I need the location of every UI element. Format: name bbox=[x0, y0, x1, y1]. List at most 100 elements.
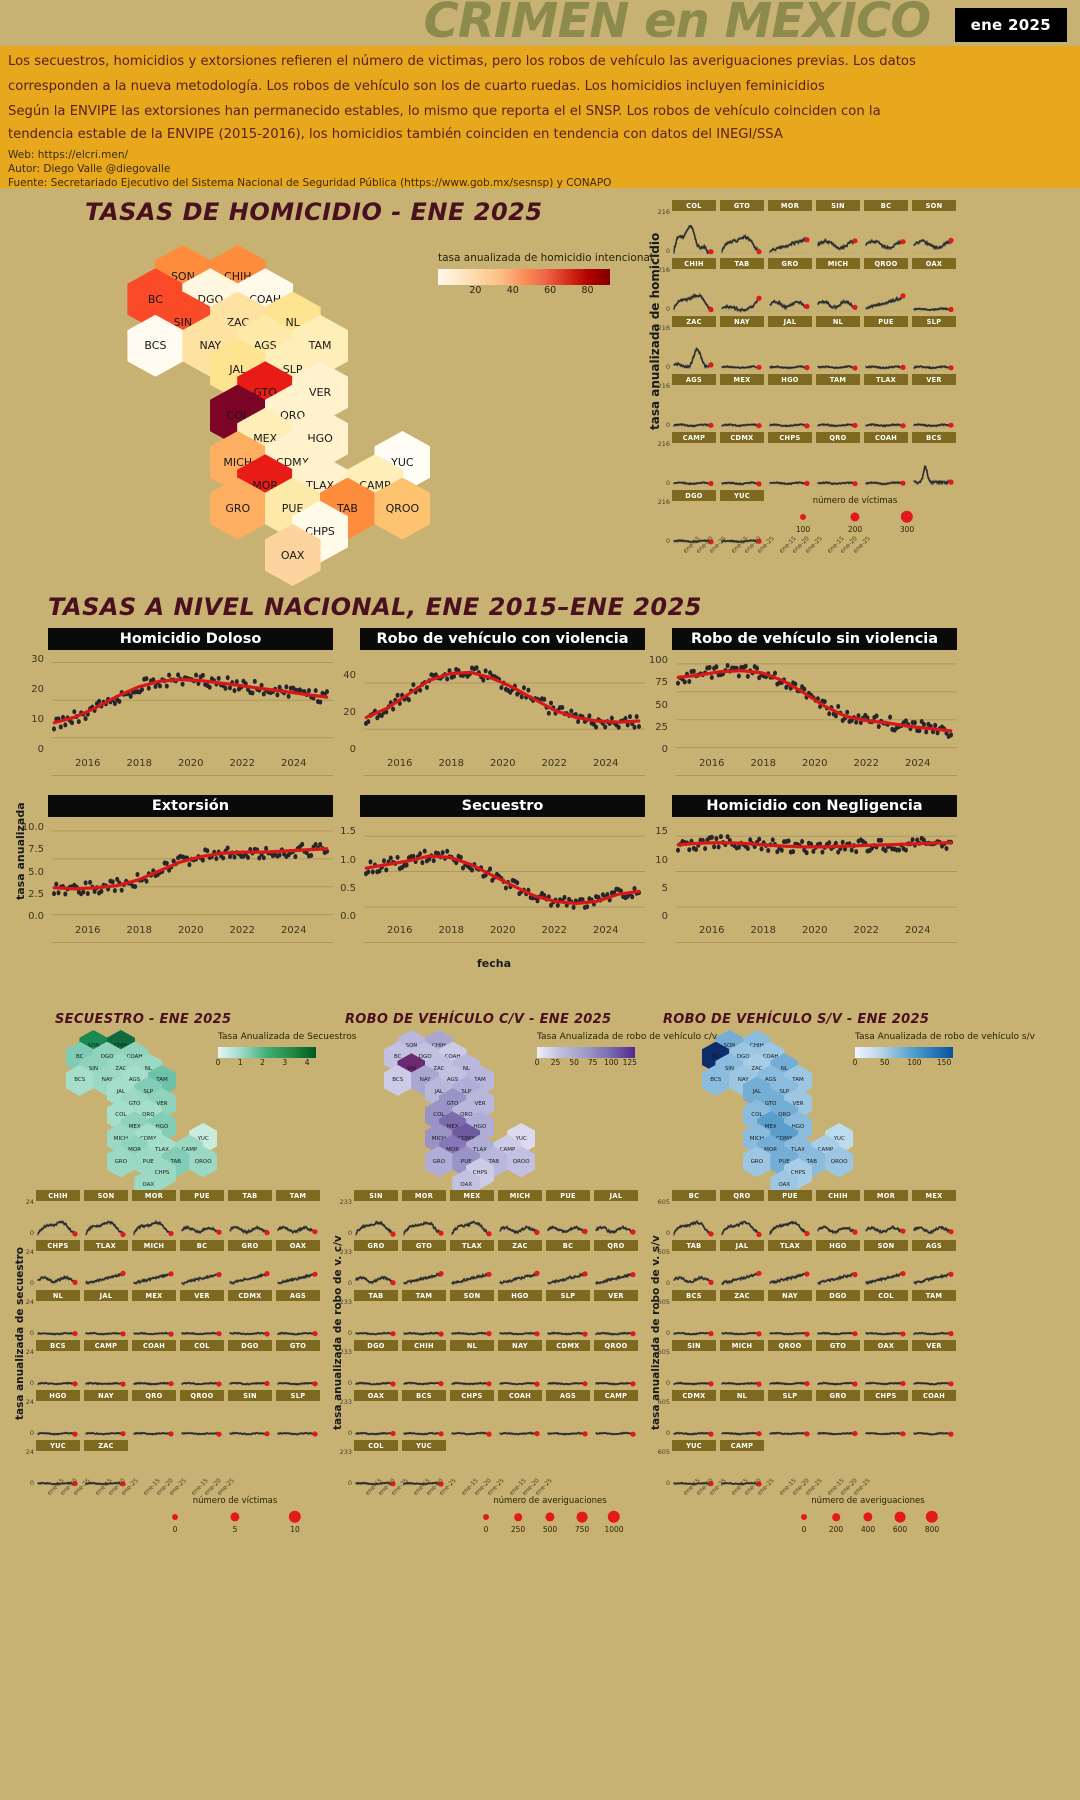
size-legend-dot bbox=[230, 1512, 240, 1522]
facet-header: QRO bbox=[720, 1190, 764, 1201]
homicide-hexbin-map: SON CHIH BC DGO COAH SIN ZAC NL BCS NAY AGS TAM JAL S… bbox=[100, 245, 520, 586]
facet-plot bbox=[864, 443, 908, 488]
facet-plot bbox=[132, 1401, 176, 1438]
national-xtick: 2024 bbox=[905, 758, 931, 769]
facet-qro: QRO bbox=[132, 1390, 176, 1438]
robo-cv-hexbin-map: SON CHIH BC DGO COAH SIN ZAC NL BCS NAY AGS TAM JAL S… bbox=[370, 1030, 570, 1201]
facet-plot bbox=[402, 1201, 446, 1238]
facet-header: QRO bbox=[816, 432, 860, 443]
legend-tick: 100 bbox=[604, 1058, 619, 1068]
facet-plot bbox=[720, 501, 764, 546]
facet-header: BCS bbox=[402, 1390, 446, 1401]
hex-label: NL bbox=[285, 316, 300, 329]
note-line-3: Según la ENVIPE las extorsiones han perm… bbox=[8, 104, 881, 119]
facet-header: SON bbox=[450, 1290, 494, 1301]
hex-label: GRO bbox=[225, 502, 251, 515]
facet-oax: OAX bbox=[864, 1340, 908, 1388]
facet-header: GTO bbox=[816, 1340, 860, 1351]
facet-son: SON bbox=[912, 200, 956, 256]
facet-plot bbox=[402, 1251, 446, 1288]
facet-plot bbox=[36, 1301, 80, 1338]
facet-nay: NAY bbox=[720, 316, 764, 372]
size-legend-label: 100 bbox=[795, 525, 811, 534]
facet-header: CHIH bbox=[672, 258, 716, 269]
facet-plot bbox=[276, 1201, 320, 1238]
hex-label: NL bbox=[462, 1065, 470, 1072]
hex-label: AGS bbox=[764, 1077, 777, 1084]
national-panel-title: Robo de vehículo sin violencia bbox=[672, 628, 957, 650]
facet-plot bbox=[912, 1401, 956, 1438]
hex-label: PUE bbox=[142, 1158, 154, 1165]
facet-chps: CHPS bbox=[450, 1390, 494, 1438]
facet-ytick-max: 605 bbox=[657, 1398, 670, 1406]
facet-plot bbox=[180, 1351, 224, 1388]
hex-label: GTO bbox=[446, 1100, 459, 1107]
facet-ytick-max: 605 bbox=[657, 1198, 670, 1206]
facet-ytick-max: 24 bbox=[25, 1198, 34, 1206]
hex-label: CAMP bbox=[181, 1147, 198, 1154]
secuestro-size-legend-labels: 0 5 10 bbox=[160, 1525, 310, 1536]
facet-pue: PUE bbox=[864, 316, 908, 372]
facet-ags: AGS bbox=[546, 1390, 590, 1438]
section-title-homicide-map: TASAS DE HOMICIDIO - ENE 2025 bbox=[85, 198, 543, 226]
robo-cv-legend-gradient bbox=[537, 1047, 635, 1059]
hex-label: GTO bbox=[764, 1100, 777, 1107]
facet-header: COL bbox=[672, 200, 716, 211]
facet-header: NL bbox=[450, 1340, 494, 1351]
national-panel-plot bbox=[360, 650, 645, 778]
homicide-facets-ylabel: tasa anualizada de homicidio bbox=[648, 232, 662, 430]
facet-mich: MICH bbox=[720, 1340, 764, 1388]
hex-label: OAX bbox=[280, 548, 305, 562]
credit-web[interactable]: Web: https://elcri.men/ bbox=[8, 149, 129, 161]
facet-plot bbox=[498, 1401, 542, 1438]
facet-plot bbox=[354, 1351, 398, 1388]
facet-plot bbox=[720, 1451, 764, 1488]
facet-header: YUC bbox=[402, 1440, 446, 1451]
legend-tick: 100 bbox=[907, 1058, 922, 1068]
facet-plot bbox=[228, 1401, 272, 1438]
facet-header: JAL bbox=[84, 1290, 128, 1301]
hex-label: SON bbox=[170, 269, 195, 283]
facet-plot bbox=[84, 1301, 128, 1338]
facet-header: MOR bbox=[768, 200, 812, 211]
national-panel-title: Homicidio Doloso bbox=[48, 628, 333, 650]
facet-ags: AGS bbox=[672, 374, 716, 430]
hex-label: GTO bbox=[253, 385, 277, 399]
facet-plot bbox=[354, 1201, 398, 1238]
facet-header: MEX bbox=[450, 1190, 494, 1201]
legend-tick: 2 bbox=[260, 1058, 265, 1068]
national-panel-plot bbox=[48, 650, 333, 778]
facet-ytick-zero: 0 bbox=[29, 1279, 34, 1287]
facet-header: MEX bbox=[132, 1290, 176, 1301]
facet-header: BCS bbox=[36, 1340, 80, 1351]
facet-header: TAM bbox=[816, 374, 860, 385]
homicide-size-legend-labels: 100 200 300 bbox=[790, 525, 920, 536]
hex-label: COAH bbox=[762, 1054, 779, 1061]
size-legend-dot bbox=[514, 1513, 522, 1521]
facet-header: TLAX bbox=[864, 374, 908, 385]
facet-coah: COAH bbox=[912, 1390, 956, 1438]
facet-header: CHIH bbox=[36, 1190, 80, 1201]
facet-chih: CHIH bbox=[816, 1190, 860, 1238]
hex-label: COAH bbox=[126, 1054, 143, 1061]
national-xtick: 2018 bbox=[750, 758, 776, 769]
legend-tick: 50 bbox=[879, 1058, 890, 1068]
hex-label: DGO bbox=[197, 292, 224, 306]
facet-ytick-zero: 0 bbox=[665, 1479, 670, 1487]
hex-label: TAM bbox=[792, 1077, 804, 1084]
facet-header: NL bbox=[720, 1390, 764, 1401]
hex-label: QRO bbox=[280, 409, 306, 422]
facet-plot bbox=[498, 1201, 542, 1238]
facet-plot bbox=[132, 1201, 176, 1238]
facet-ytick-zero: 0 bbox=[665, 537, 670, 545]
facet-plot bbox=[132, 1351, 176, 1388]
facet-ags: AGS bbox=[912, 1240, 956, 1288]
national-xtick: 2024 bbox=[593, 925, 619, 936]
legend-tick: 0 bbox=[534, 1058, 540, 1068]
facet-plot bbox=[816, 1201, 860, 1238]
facet-header: DGO bbox=[816, 1290, 860, 1301]
credit-source: Fuente: Secretariado Ejecutivo del Siste… bbox=[8, 177, 612, 189]
facet-gto: GTO bbox=[816, 1340, 860, 1388]
facet-header: TAM bbox=[276, 1190, 320, 1201]
national-xtick: 2020 bbox=[802, 925, 828, 936]
